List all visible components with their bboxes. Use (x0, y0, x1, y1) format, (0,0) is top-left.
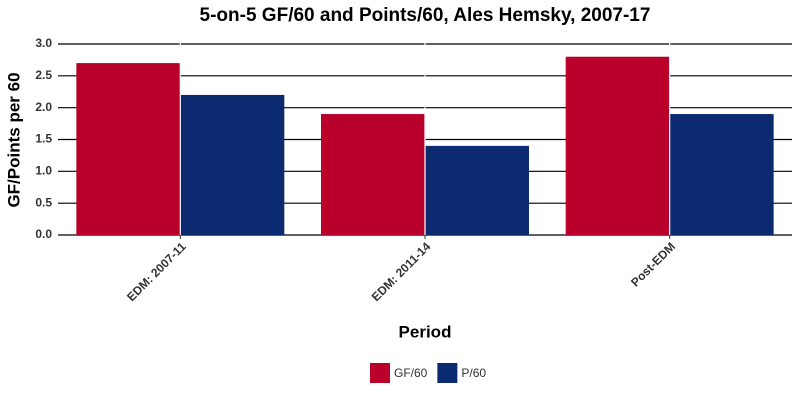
legend-swatch (370, 363, 390, 383)
bar (425, 145, 529, 235)
x-tick-label: EDM: 2007-11 (124, 239, 189, 304)
bar (76, 63, 181, 235)
y-tick-label: 0.5 (35, 195, 52, 209)
y-tick-label: 0.0 (35, 227, 52, 241)
x-axis-label: Period (399, 322, 452, 341)
x-tick-label: EDM: 2011-14 (369, 239, 434, 304)
bar (180, 94, 285, 235)
y-tick-label: 3.0 (35, 36, 52, 50)
legend-label: GF/60 (394, 366, 428, 380)
legend-label: P/60 (461, 366, 486, 380)
y-tick-label: 2.0 (35, 100, 52, 114)
y-tick-label: 1.5 (35, 132, 52, 146)
legend-swatch (437, 363, 458, 383)
chart-title: 5-on-5 GF/60 and Points/60, Ales Hemsky,… (200, 5, 651, 26)
y-tick-label: 1.0 (35, 164, 52, 178)
y-axis-label: GF/Points per 60 (4, 72, 23, 207)
x-tick-label: Post-EDM (628, 239, 678, 289)
bar (669, 114, 774, 235)
bar (321, 114, 425, 235)
y-tick-label: 2.5 (35, 68, 52, 82)
bar (565, 56, 670, 235)
